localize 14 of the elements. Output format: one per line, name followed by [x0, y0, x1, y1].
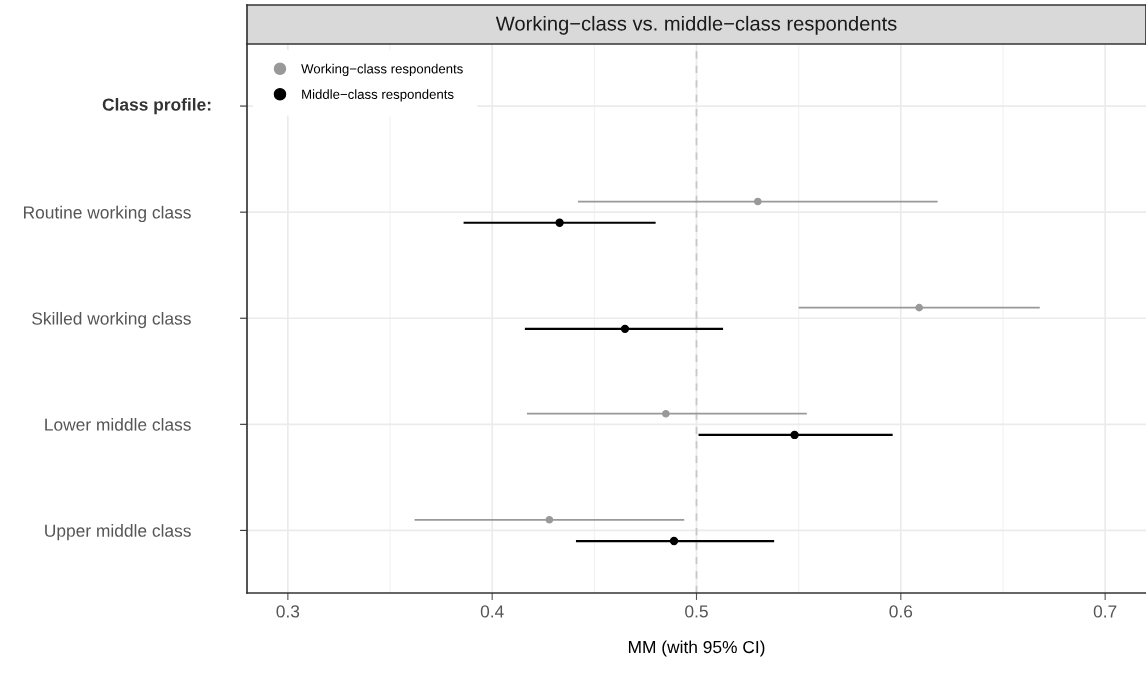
x-tick-label: 0.6 — [889, 605, 913, 618]
x-axis-title: MM (with 95% CI) — [628, 640, 765, 657]
y-tick-label: Skilled working class — [32, 311, 191, 329]
legend-label: Middle−class respondents — [302, 89, 454, 102]
y-tick-label: Lower middle class — [45, 418, 191, 431]
legend-label: Working−class respondents — [301, 63, 463, 77]
y-tick-label: Routine working class — [24, 205, 191, 223]
y-tick-label: Upper middle class — [45, 524, 191, 541]
x-tick-label: 0.4 — [480, 605, 504, 618]
chart-title: Working−class vs. middle−class respondents — [495, 15, 897, 35]
y-axis-title: Class profile: — [102, 97, 211, 115]
x-tick-label: 0.3 — [276, 605, 300, 618]
x-tick-label: 0.5 — [685, 605, 708, 618]
x-tick-label: 0.7 — [1093, 605, 1117, 618]
